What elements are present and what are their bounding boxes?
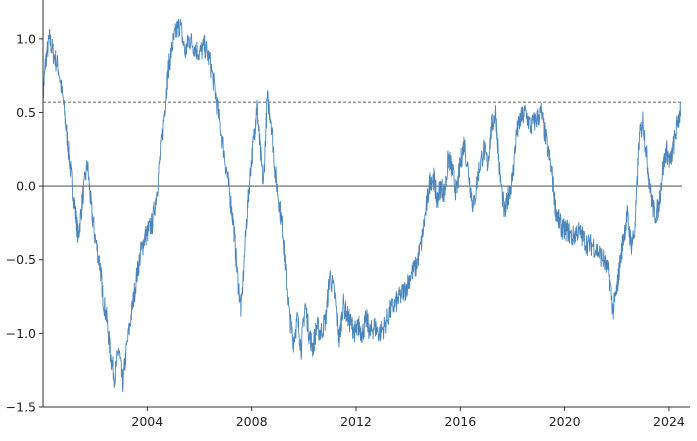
y-tick-label: −1.5 — [6, 400, 36, 415]
x-tick-label: 2004 — [131, 414, 163, 429]
plot-area — [42, 18, 682, 393]
y-tick-label: 0.5 — [16, 105, 36, 120]
y-tick-label: −1.0 — [6, 326, 36, 341]
y-tick-label: 1.0 — [16, 31, 36, 46]
x-tick-label: 2020 — [549, 414, 581, 429]
y-tick-label: 0.0 — [16, 179, 36, 194]
series-line — [42, 18, 682, 393]
x-tick-label: 2024 — [653, 414, 685, 429]
y-tick-label: −0.5 — [6, 252, 36, 267]
x-tick-label: 2008 — [236, 414, 268, 429]
x-tick-label: 2016 — [444, 414, 476, 429]
x-tick-label: 2012 — [340, 414, 372, 429]
reference-lines — [43, 101, 682, 187]
x-axis-ticks: 2004 2008 2012 2016 2020 2024 — [131, 407, 685, 429]
y-axis-ticks: 1.0 0.5 0.0 −0.5 −1.0 −1.5 — [6, 31, 43, 415]
